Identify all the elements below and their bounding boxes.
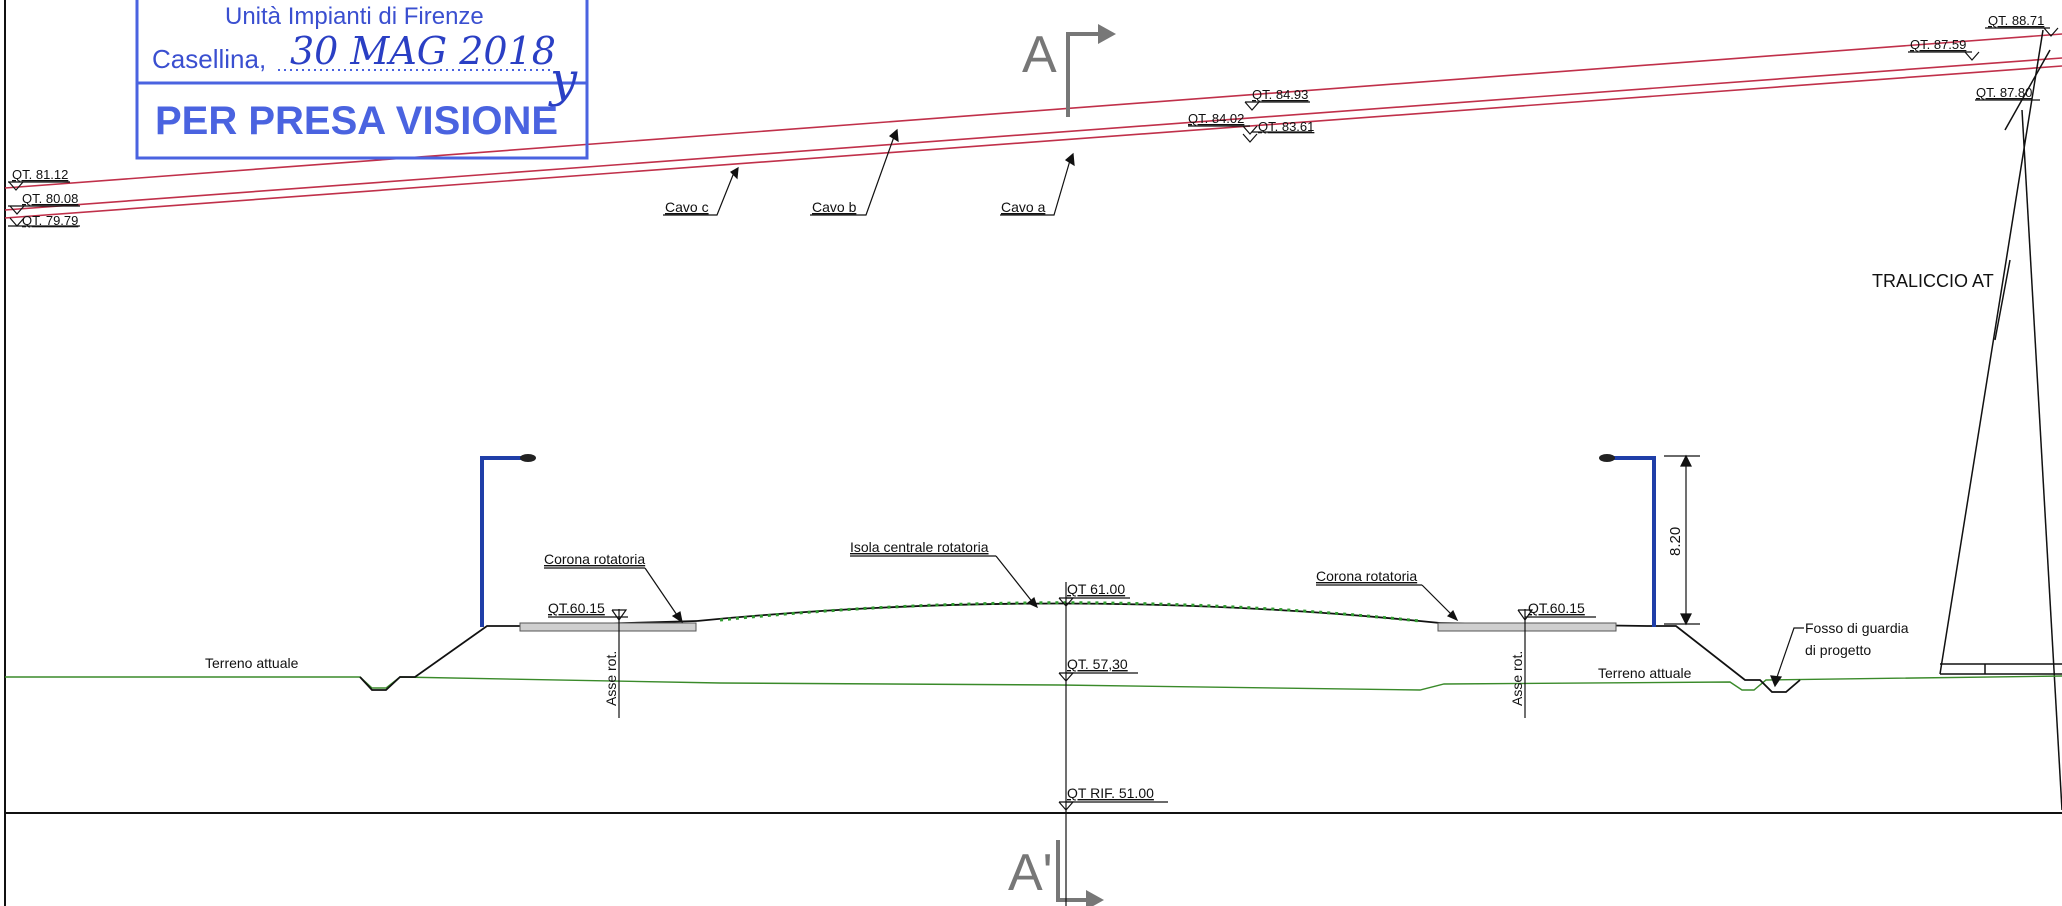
quote-mid-2: QT. 84.02 (1188, 111, 1244, 126)
qt-right-marker (1517, 609, 1596, 622)
cable-label-b: Cavo b (812, 199, 857, 215)
isola-label: Isola centrale rotatoria (850, 539, 989, 555)
stamp-signature: y (548, 52, 578, 108)
ground-line (5, 675, 2062, 691)
qt-left-marker (548, 609, 628, 622)
qt-ground-label: QT. 57,30 (1067, 656, 1128, 672)
pole-height-label: 8.20 (1667, 527, 1684, 556)
terreno-right-label: Terreno attuale (1598, 665, 1692, 681)
quote-left-2: QT. 80.08 (22, 191, 78, 206)
fosso-label-line1: Fosso di guardia (1805, 620, 1909, 636)
corona-right-label: Corona rotatoria (1316, 568, 1417, 584)
lamp-right-icon (1599, 454, 1615, 462)
axis-lines (618, 582, 1526, 906)
quote-mid-3: QT. 83.61 (1258, 119, 1314, 134)
lighting-pole-right (1612, 456, 1656, 627)
qt-center-markers (1058, 597, 1168, 811)
quote-right-1: QT. 88.71 (1988, 13, 2044, 28)
cable-label-a: Cavo a (1001, 199, 1046, 215)
presa-visione-stamp: Unità Impianti di Firenze Casellina, 30 … (135, 0, 589, 160)
stamp-handwritten-date: 30 MAG 2018 (290, 29, 556, 73)
stamp-line1: Unità Impianti di Firenze (225, 3, 484, 30)
fosso-leader (1770, 627, 1804, 688)
terreno-left-label: Terreno attuale (205, 655, 299, 671)
cable-label-leaders (663, 128, 1075, 216)
asse-left-label: Asse rot. (603, 651, 619, 706)
lamp-left-icon (520, 454, 536, 462)
traliccio-tower (1939, 29, 2062, 811)
qt-ref-label: QT RIF. 51.00 (1067, 785, 1154, 801)
tower-label: TRALICCIO AT (1872, 271, 1994, 291)
stamp-line2: Casellina, (152, 44, 266, 74)
pole-height-dimension (1664, 454, 1700, 626)
section-marker-bottom: A' (1008, 840, 1104, 906)
cable-quotes-left (8, 181, 80, 227)
qt-left-label: QT.60.15 (548, 600, 605, 616)
corona-left-label: Corona rotatoria (544, 551, 645, 567)
quote-mid-1: QT. 84.93 (1252, 87, 1308, 102)
section-label-bottom: A' (1008, 844, 1053, 902)
asse-right-label: Asse rot. (1509, 651, 1525, 706)
frame (4, 0, 2062, 906)
quote-right-3: QT. 87.80 (1976, 85, 2032, 100)
section-marker-top: A (1022, 24, 1116, 117)
cable-quotes-right (1908, 27, 2059, 101)
qt-right-label: QT.60.15 (1528, 600, 1585, 616)
quote-left-1: QT. 81.12 (12, 167, 68, 182)
qt-center-label: QT 61.00 (1067, 581, 1125, 597)
fosso-label-line2: di progetto (1805, 642, 1871, 658)
cable-label-c: Cavo c (665, 199, 709, 215)
isola-green-surface (719, 601, 1421, 623)
quote-left-3: QT. 79.79 (22, 213, 78, 228)
section-label-top: A (1022, 26, 1057, 84)
cable-quotes-mid (1188, 101, 1312, 143)
stamp-line3: PER PRESA VISIONE (155, 99, 558, 143)
pavement-slabs (519, 622, 1617, 632)
quote-right-2: QT. 87.59 (1910, 37, 1966, 52)
cable-lines (4, 33, 2062, 219)
corona-leaders (544, 555, 1459, 624)
lighting-pole-left (480, 456, 522, 627)
